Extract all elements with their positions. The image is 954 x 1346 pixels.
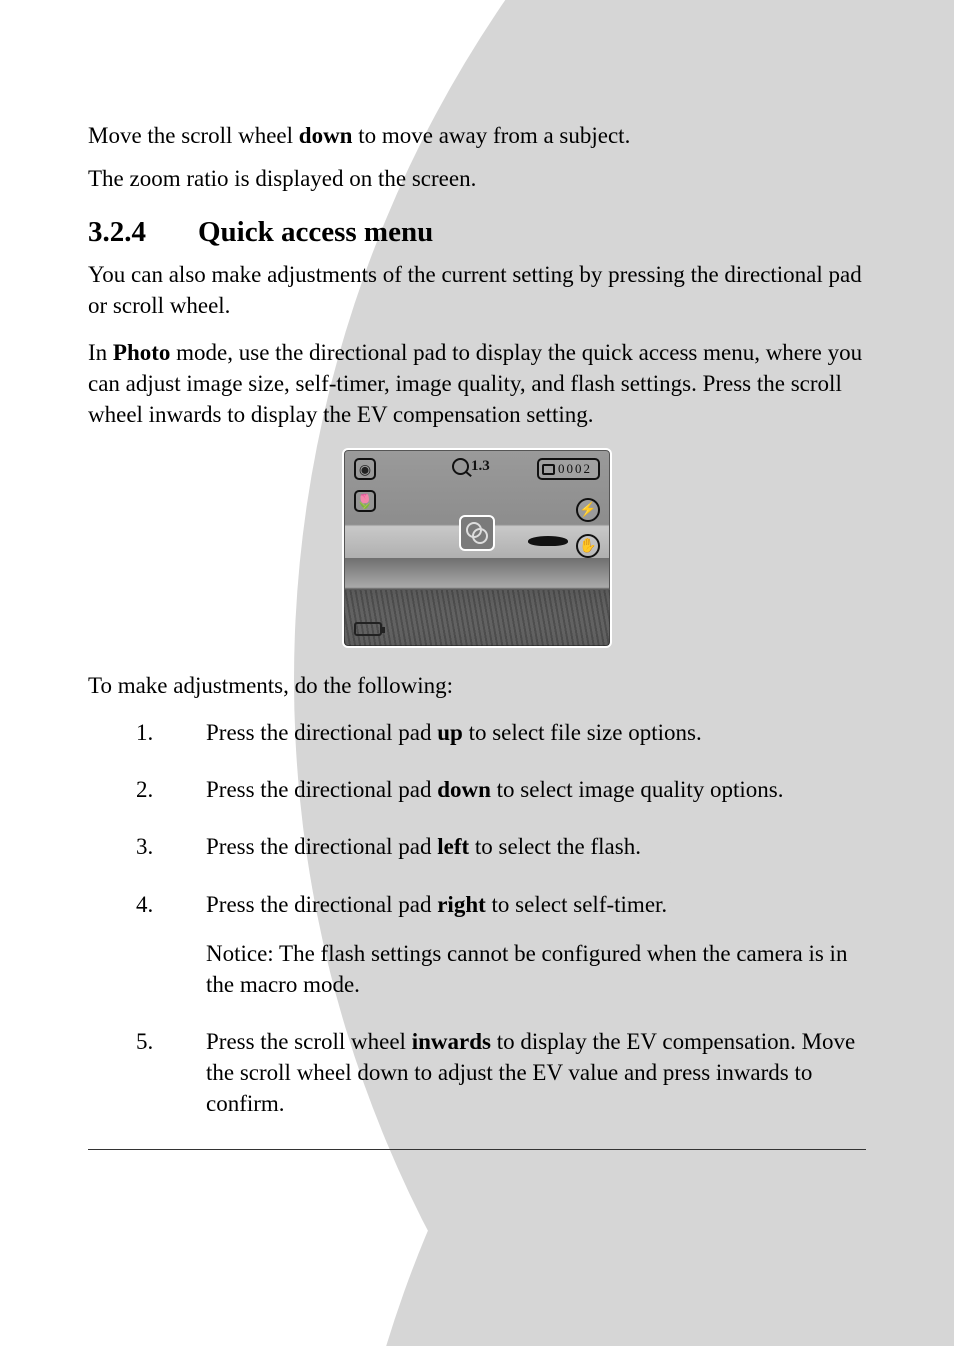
sdcard-icon <box>542 464 555 475</box>
body-para-1: You can also make adjustments of the cur… <box>88 259 866 321</box>
bold-right: right <box>437 892 486 917</box>
step-1: Press the directional pad up to select f… <box>136 717 866 748</box>
text: Press the directional pad <box>206 892 437 917</box>
scene-foreground <box>344 590 610 646</box>
camera-lcd: ◉ 🌷 1.3 0002 ⚡ ✋ <box>342 448 612 648</box>
bold-down: down <box>299 123 353 148</box>
bold-down: down <box>437 777 491 802</box>
figure-camera-screenshot: ◉ 🌷 1.3 0002 ⚡ ✋ <box>88 448 866 648</box>
section-number: 3.2.4 <box>88 216 198 249</box>
quality-selector-icon <box>459 515 495 551</box>
text: Press the directional pad <box>206 834 437 859</box>
body-para-2: In Photo mode, use the directional pad t… <box>88 337 866 430</box>
right-icons: ⚡ ✋ <box>576 498 600 558</box>
intro-block: Move the scroll wheel down to move away … <box>88 120 866 194</box>
hand-icon: ✋ <box>576 534 600 558</box>
step-4-notice: Notice: The flash settings cannot be con… <box>206 938 866 1000</box>
section-body: You can also make adjustments of the cur… <box>88 259 866 430</box>
macro-icon: 🌷 <box>354 490 376 512</box>
intro-line-2: The zoom ratio is displayed on the scree… <box>88 163 866 194</box>
battery-icon <box>354 622 382 636</box>
text: to select self-timer. <box>486 892 667 917</box>
magnifier-icon <box>452 458 469 475</box>
step-2: Press the directional pad down to select… <box>136 774 866 805</box>
scene-boat <box>528 536 568 546</box>
text: to move away from a subject. <box>352 123 630 148</box>
steps-lead-text: To make adjustments, do the following: <box>88 670 866 701</box>
bold-photo: Photo <box>113 340 171 365</box>
footer-rule <box>88 1149 866 1150</box>
step-5: Press the scroll wheel inwards to displa… <box>136 1026 866 1119</box>
text: Press the directional pad <box>206 777 437 802</box>
text: to select file size options. <box>463 720 702 745</box>
text: Move the scroll wheel <box>88 123 299 148</box>
counter-value: 0002 <box>558 461 592 477</box>
step-4: Press the directional pad right to selec… <box>136 889 866 1000</box>
steps-list: Press the directional pad up to select f… <box>136 717 866 1118</box>
section-title: Quick access menu <box>198 216 433 248</box>
steps-lead: To make adjustments, do the following: <box>88 670 866 701</box>
bold-up: up <box>437 720 463 745</box>
text: to select the flash. <box>469 834 641 859</box>
flash-icon: ⚡ <box>576 498 600 522</box>
bold-inwards: inwards <box>412 1029 491 1054</box>
text: In <box>88 340 113 365</box>
section-heading: 3.2.4Quick access menu <box>88 216 866 249</box>
camera-mode-icon: ◉ <box>354 458 376 480</box>
intro-line-1: Move the scroll wheel down to move away … <box>88 120 866 151</box>
zoom-indicator: 1.3 <box>452 458 490 475</box>
text: Press the scroll wheel <box>206 1029 412 1054</box>
bold-left: left <box>437 834 469 859</box>
zoom-value: 1.3 <box>471 458 490 475</box>
step-3: Press the directional pad left to select… <box>136 831 866 862</box>
mode-icons: ◉ 🌷 <box>354 458 376 512</box>
page-content: Move the scroll wheel down to move away … <box>0 0 954 1346</box>
text: Press the directional pad <box>206 720 437 745</box>
text: mode, use the directional pad to display… <box>88 340 862 427</box>
shot-counter: 0002 <box>537 458 600 480</box>
text: to select image quality options. <box>491 777 784 802</box>
